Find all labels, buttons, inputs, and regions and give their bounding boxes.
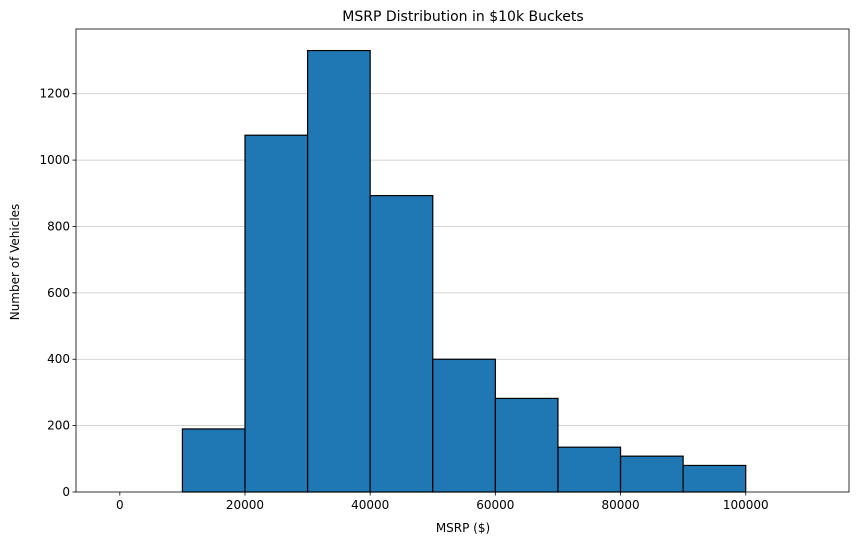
y-axis-title: Number of Vehicles (8, 204, 22, 321)
histogram-bar (682, 464, 747, 493)
y-tick-label: 1000 (39, 153, 70, 167)
x-tick-label: 40000 (351, 498, 389, 512)
histogram-bar (494, 397, 559, 493)
y-tick-label: 600 (47, 286, 70, 300)
y-axis-ticks: 0 200 400 600 800 1000 1200 (39, 87, 76, 499)
x-tick-label: 0 (116, 498, 124, 512)
y-tick-label: 1200 (39, 87, 70, 101)
x-axis-ticks: 0 20000 40000 60000 80000 100000 (116, 492, 769, 512)
histogram-bar (369, 195, 434, 493)
x-tick-label: 80000 (601, 498, 639, 512)
histogram-bar (557, 446, 622, 493)
y-tick-label: 200 (47, 419, 70, 433)
plot-frame (75, 28, 850, 493)
x-tick-label: 20000 (226, 498, 264, 512)
grid-lines (76, 93, 849, 427)
y-tick-label: 400 (47, 352, 70, 366)
x-tick-label: 60000 (476, 498, 514, 512)
y-tick-label: 800 (47, 219, 70, 233)
chart-title: MSRP Distribution in $10k Buckets (342, 9, 583, 25)
x-axis-title: MSRP ($) (436, 521, 490, 535)
histogram-bar (244, 134, 309, 493)
y-tick-label: 0 (62, 485, 70, 499)
histogram-bar (306, 49, 371, 493)
histogram-bars (181, 49, 747, 493)
histogram-bar (619, 455, 684, 493)
histogram-bar (432, 358, 496, 493)
histogram-bar (181, 428, 246, 493)
x-tick-label: 100000 (723, 498, 769, 512)
